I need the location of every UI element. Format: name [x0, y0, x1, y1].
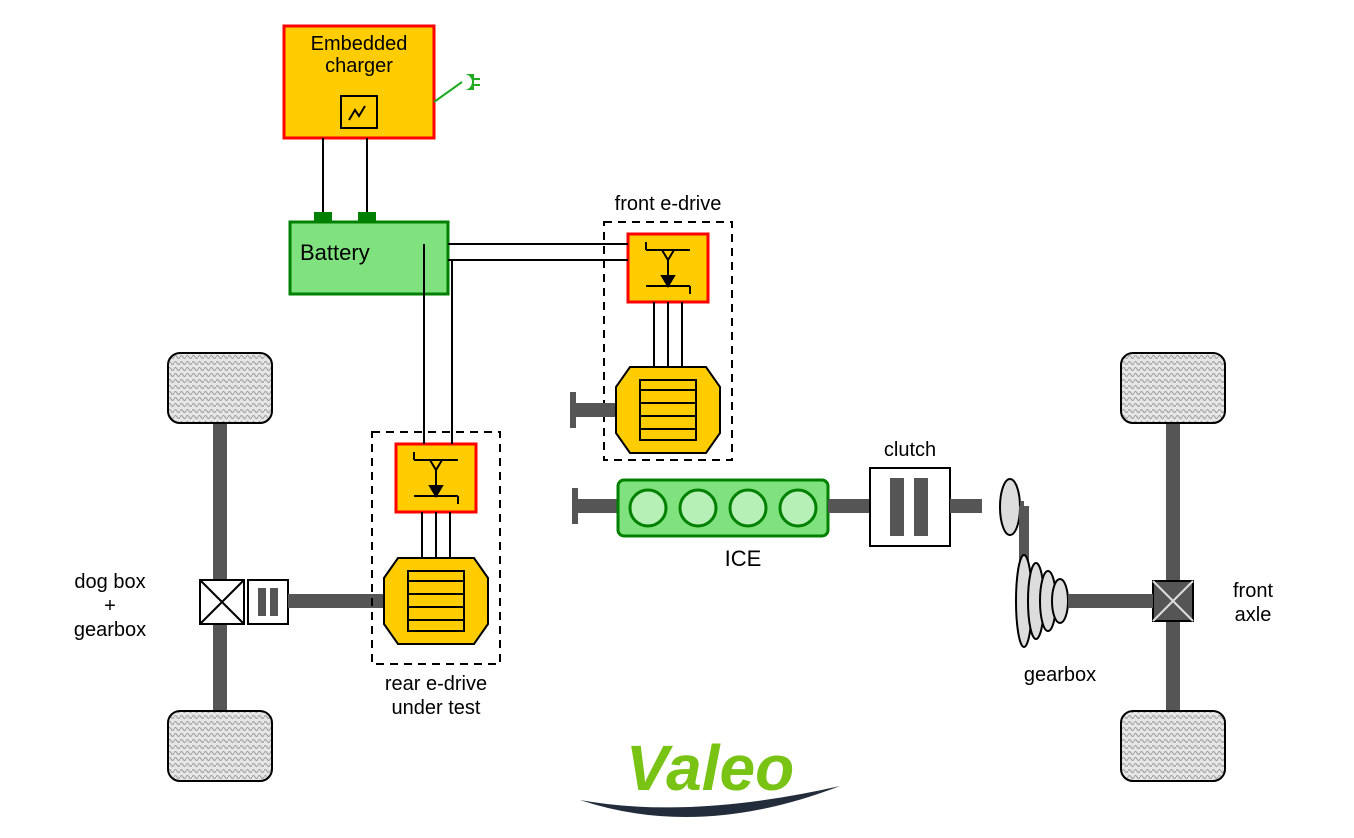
logo-text: Valeo — [626, 732, 794, 804]
rear-wheel-top — [168, 353, 272, 423]
label-ice: ICE — [725, 546, 762, 571]
label-gearbox: gearbox — [1024, 664, 1096, 686]
clutch-box — [870, 468, 950, 546]
shaft-cap — [572, 488, 578, 524]
plug-cord — [434, 82, 462, 102]
label-front-axle: frontaxle — [1233, 580, 1273, 626]
dog-clutch — [248, 580, 288, 624]
label-battery: Battery — [300, 240, 370, 265]
front-wheel-bottom — [1121, 711, 1225, 781]
label-dogbox: dog box+gearbox — [74, 571, 146, 641]
front-motor — [616, 367, 720, 453]
plug-icon — [464, 74, 480, 90]
valeo-logo: Valeo — [580, 732, 840, 817]
cylinder-icon — [780, 490, 816, 526]
front-inverter — [628, 234, 708, 302]
label-front-edrive: front e-drive — [615, 193, 722, 215]
rear-motor — [384, 558, 488, 644]
shaft-cap — [570, 392, 576, 428]
front-wheel-top — [1121, 353, 1225, 423]
rear-wheel-bottom — [168, 711, 272, 781]
rear-inverter — [396, 444, 476, 512]
label-charger: Embeddedcharger — [311, 33, 408, 77]
label-rear-edrive: rear e-driveunder test — [385, 673, 487, 719]
cylinder-icon — [730, 490, 766, 526]
gearbox-disc — [1052, 579, 1068, 623]
cylinder-icon — [630, 490, 666, 526]
diff-box — [1153, 581, 1193, 621]
cylinder-icon — [680, 490, 716, 526]
drivetrain-diagram: Embeddedcharger Battery front e-drive rear … — [0, 0, 1354, 838]
label-clutch: clutch — [884, 439, 936, 461]
flywheel — [1000, 479, 1020, 535]
